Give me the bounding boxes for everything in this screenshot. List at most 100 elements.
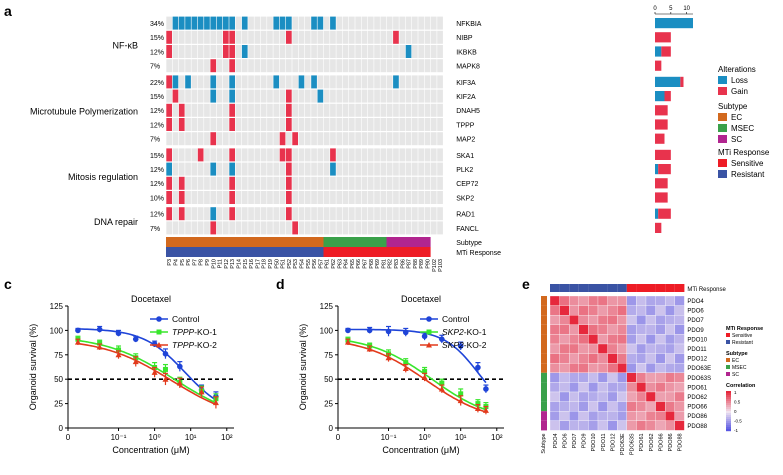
point-Control — [439, 336, 445, 342]
x-tick-label-0: 0 — [66, 433, 71, 442]
cell-NFKBIA-P10 — [210, 16, 217, 30]
heat-cell-PDO12-PDO7 — [569, 353, 579, 364]
row-gene-NIBP: NIBP — [456, 35, 473, 42]
cell-FANCL-P63 — [336, 221, 343, 235]
cell-TPPP-P7 — [191, 118, 198, 131]
cell-PLK2-P65 — [349, 162, 355, 176]
heat-cell-PDO6-PDO88 — [674, 305, 685, 316]
heat-cell-PDO66-PDO11 — [597, 401, 608, 412]
heat-cell-PDO6-PDO4 — [549, 305, 560, 316]
sample-label-P56: P56 — [312, 259, 318, 269]
cell-SKA1-P5 — [178, 148, 185, 162]
cell-SKP2-P54 — [298, 191, 305, 204]
row-gene-CEP72: CEP72 — [456, 181, 478, 188]
heat-subtype-PDO62 — [541, 392, 547, 402]
cell-PLK2-P9 — [204, 162, 210, 176]
point-SKP2-KO-2 — [402, 365, 409, 371]
cell-PLK2-P19 — [267, 162, 273, 176]
cell-DNAH5-P62 — [330, 103, 336, 117]
heat-cell-PDO86-PDO4 — [549, 411, 560, 421]
heat-cell-PDO63S-PDO61 — [636, 372, 647, 383]
cell-RAD1-P17 — [254, 207, 261, 221]
cell-IKBKB-P19 — [267, 45, 273, 58]
cell-CEP72-P66 — [355, 176, 361, 190]
cell-NIBP-P3 — [166, 30, 172, 44]
heat-cell-PDO7-PDO63E — [617, 315, 627, 325]
heat-cell-PDO10-PDO11 — [597, 334, 608, 345]
cell-PLK2-P15 — [241, 162, 248, 176]
heat-cell-PDO10-PDO9 — [578, 334, 589, 345]
cell-KIF3A-P81 — [380, 75, 387, 89]
heat-cell-PDO86-PDO63S — [626, 411, 637, 421]
cell-SKA1-P81 — [380, 148, 387, 162]
cell-KIF2A-P11 — [216, 89, 223, 103]
heat-row-label-PDO7: PDO7 — [687, 318, 704, 324]
cell-IKBKB-P14 — [235, 45, 242, 58]
heat-cell-PDO11-PDO12 — [607, 343, 618, 354]
cell-KIF2A-P3 — [166, 89, 172, 103]
cell-SKP2-P65 — [349, 191, 355, 204]
cell-SKP2-P55 — [304, 191, 311, 204]
heat-legend-correlation-title: Correlation — [726, 383, 756, 389]
cell-NFKBIA-P63 — [336, 16, 343, 30]
cell-IKBKB-P53 — [292, 45, 298, 58]
cell-CEP72-P57 — [317, 176, 324, 190]
cell-IKBKB-P10 — [210, 45, 217, 58]
cell-FANCL-P15 — [241, 221, 248, 235]
heat-legend-gradient-step — [726, 395, 731, 398]
legend-marker-Control — [156, 316, 162, 322]
cell-MAPK8-P83 — [393, 59, 399, 73]
sample-label-P13: P13 — [230, 259, 236, 269]
cell-NFKBIA-P12 — [223, 16, 229, 30]
row-percent-TPPP: 12% — [150, 122, 164, 129]
cell-RAD1-P54 — [298, 207, 305, 221]
heat-cell-PDO61-PDO6 — [559, 382, 570, 393]
cell-MAPK8-P9 — [204, 59, 210, 73]
row-gene-NFKBIA: NFKBIA — [456, 21, 482, 28]
sample-label-P6: P6 — [186, 259, 192, 266]
heat-cell-PDO4-PDO66 — [655, 295, 666, 306]
bar-gain-KIF3A — [680, 76, 684, 87]
cell-KIF3A-P9 — [204, 75, 210, 89]
cell-DNAH5-P15 — [241, 103, 248, 117]
cell-PLK2-P86 — [399, 162, 406, 176]
heat-cell-PDO61-PDO63E — [617, 382, 627, 393]
cell-TPPP-P51 — [279, 118, 286, 131]
point-Control — [402, 329, 409, 336]
heat-cell-PDO62-PDO61 — [636, 391, 647, 402]
correlation-heatmap: MTi ResponsePDO4PDO6PDO7PDO9PDO10PDO11PD… — [541, 284, 763, 455]
cell-RAD1-P65 — [349, 207, 355, 221]
cell-MAP2-P53 — [292, 132, 298, 146]
cell-IKBKB-P18 — [260, 45, 267, 58]
cell-FANCL-P55 — [304, 221, 311, 235]
cell-NIBP-P4 — [172, 30, 179, 44]
heat-subtype-PDO11 — [541, 344, 547, 354]
heat-cell-PDO86-PDO7 — [569, 411, 579, 421]
heat-response-PDO88 — [674, 284, 685, 292]
point-Control — [115, 330, 122, 337]
cell-KIF3A-P62 — [330, 75, 336, 89]
cell-TPPP-P12 — [223, 118, 229, 131]
heat-cell-PDO4-PDO63E — [617, 295, 627, 306]
cell-NIBP-P7 — [191, 30, 198, 44]
point-TPPP-KO-1 — [97, 340, 103, 346]
heat-cell-PDO12-PDO86 — [665, 353, 675, 364]
cell-DNAH5-P88 — [412, 103, 418, 117]
cell-IKBKB-P103 — [437, 45, 443, 58]
heat-legend-label-sc: SC — [732, 372, 739, 378]
cell-KIF3A-P10 — [210, 75, 217, 89]
heat-col-label-PDO66: PDO66 — [658, 433, 664, 451]
heat-legend-gradient-step — [726, 409, 731, 412]
cell-NIBP-P81 — [380, 30, 387, 44]
cell-MAPK8-P67 — [361, 59, 368, 73]
cell-RAD1-P86 — [399, 207, 406, 221]
heat-cell-PDO86-PDO12 — [607, 411, 618, 421]
cell-FANCL-P86 — [399, 221, 406, 235]
heat-cell-PDO4-PDO9 — [578, 295, 589, 306]
heat-cell-PDO61-PDO12 — [607, 382, 618, 393]
cell-FANCL-P16 — [248, 221, 254, 235]
cell-NFKBIA-P62 — [330, 16, 336, 30]
cell-NIBP-P102 — [430, 30, 437, 44]
cell-DNAH5-P12 — [223, 103, 229, 117]
legend-label-TPPP-KO-2: TPPP-KO-2 — [172, 340, 217, 350]
